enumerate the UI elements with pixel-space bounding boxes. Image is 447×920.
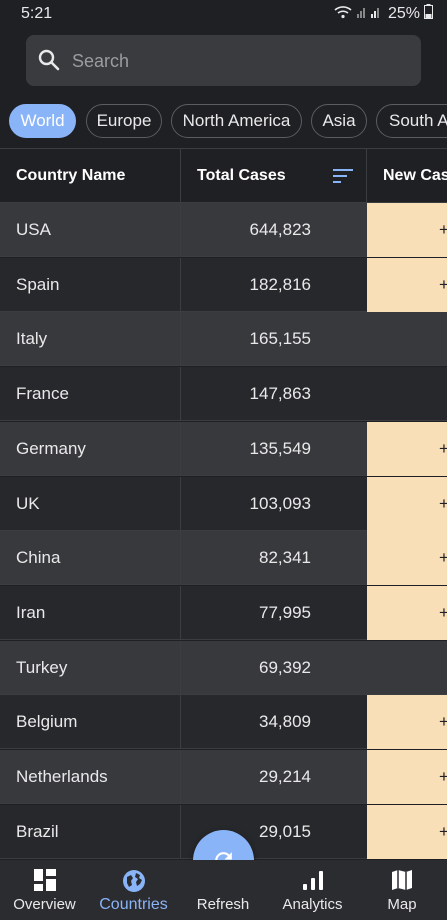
nav-analytics[interactable]: Analytics bbox=[268, 860, 357, 920]
cell-country-name: Brazil bbox=[16, 821, 59, 841]
cell-new-cases bbox=[367, 641, 447, 695]
chip-south-america[interactable]: South A bbox=[376, 104, 447, 138]
cell-country-name: China bbox=[16, 548, 61, 568]
cell-country-name: Netherlands bbox=[16, 767, 108, 786]
new-cases-value: + bbox=[439, 438, 447, 458]
nav-countries[interactable]: Countries bbox=[89, 860, 178, 920]
cell-total-cases: 644,823 bbox=[249, 220, 311, 239]
cell-total-cases: 135,549 bbox=[249, 438, 311, 458]
battery-percent: 25% bbox=[387, 5, 420, 22]
chip-world[interactable]: World bbox=[9, 104, 76, 138]
table-row[interactable]: Turkey 69,392 bbox=[0, 640, 447, 695]
cell-country-name: Belgium bbox=[16, 712, 78, 732]
refresh-icon bbox=[215, 852, 232, 869]
cell-new-cases bbox=[367, 312, 447, 366]
status-time: 5:21 bbox=[21, 5, 53, 22]
nav-label: Analytics bbox=[282, 896, 343, 913]
header-total-cases[interactable]: Total Cases bbox=[197, 167, 286, 184]
nav-overview[interactable]: Overview bbox=[0, 860, 89, 920]
countries-table: Country Name Total Cases New Cas USA 644,… bbox=[0, 148, 447, 860]
cell-country-name: Italy bbox=[16, 329, 48, 349]
cell-country-name: France bbox=[16, 384, 69, 404]
cell-new-cases: +1 bbox=[367, 695, 447, 750]
cell-total-cases: 34,809 bbox=[259, 712, 311, 732]
cell-total-cases: 147,863 bbox=[249, 384, 311, 404]
search-input[interactable] bbox=[70, 45, 404, 77]
table-row[interactable]: Italy 165,155 bbox=[0, 312, 447, 367]
cell-new-cases: + bbox=[367, 750, 447, 804]
header-new-cases[interactable]: New Cas bbox=[383, 167, 447, 184]
cell-new-cases: + bbox=[367, 421, 447, 476]
map-icon bbox=[391, 869, 413, 896]
cell-country-name: USA bbox=[16, 220, 51, 239]
table-row[interactable]: France 147,863 bbox=[0, 367, 447, 422]
nav-label: Overview bbox=[13, 896, 76, 913]
table-row[interactable]: Iran 77,995 +1 bbox=[0, 585, 447, 640]
nav-label: Refresh bbox=[196, 896, 250, 913]
cell-new-cases: +2 bbox=[367, 257, 447, 312]
cell-total-cases: 69,392 bbox=[259, 657, 311, 677]
status-bar: 5:21 25% bbox=[0, 0, 447, 28]
new-cases-value: +2 bbox=[439, 274, 447, 294]
new-cases-value: + bbox=[439, 548, 447, 568]
search-bar[interactable] bbox=[26, 35, 421, 86]
new-cases-value: +4 bbox=[439, 493, 447, 513]
region-filter-chips: World Europe North America Asia South A bbox=[0, 104, 447, 138]
dashboard-icon bbox=[33, 869, 56, 896]
search-icon bbox=[38, 49, 60, 76]
cell-total-cases: 29,214 bbox=[259, 767, 311, 786]
cell-new-cases: +4 bbox=[367, 476, 447, 531]
cell-new-cases: + bbox=[367, 804, 447, 859]
cell-total-cases: 182,816 bbox=[249, 274, 311, 294]
table-row[interactable]: UK 103,093 +4 bbox=[0, 476, 447, 531]
table-row[interactable]: Belgium 34,809 +1 bbox=[0, 695, 447, 750]
new-cases-value: +1 bbox=[439, 712, 447, 732]
bar-chart-icon bbox=[302, 869, 324, 896]
sort-icon[interactable] bbox=[333, 169, 353, 188]
new-cases-value: + bbox=[439, 767, 447, 786]
cell-total-cases: 103,093 bbox=[249, 493, 311, 513]
cell-new-cases: + bbox=[367, 203, 447, 257]
cell-country-name: Iran bbox=[16, 602, 46, 622]
nav-refresh[interactable]: Refresh bbox=[178, 860, 268, 920]
table-row[interactable]: China 82,341 + bbox=[0, 531, 447, 586]
new-cases-value: +1 bbox=[439, 602, 447, 622]
header-country-name[interactable]: Country Name bbox=[16, 167, 126, 184]
cell-country-name: Spain bbox=[16, 274, 60, 294]
table-row[interactable]: Germany 135,549 + bbox=[0, 421, 447, 476]
cell-total-cases: 165,155 bbox=[249, 329, 311, 349]
new-cases-value: + bbox=[439, 821, 447, 841]
table-header: Country Name Total Cases New Cas bbox=[0, 148, 447, 204]
cell-new-cases bbox=[367, 367, 447, 421]
nav-label: Map bbox=[387, 896, 417, 913]
cell-new-cases: + bbox=[367, 531, 447, 586]
nav-label: Countries bbox=[99, 896, 168, 913]
bottom-navigation: Overview Countries Refresh Analytics Map bbox=[0, 860, 447, 920]
chip-europe[interactable]: Europe bbox=[86, 104, 162, 138]
table-row[interactable]: USA 644,823 + bbox=[0, 203, 447, 257]
table-row[interactable]: Netherlands 29,214 + bbox=[0, 750, 447, 804]
chip-asia[interactable]: Asia bbox=[311, 104, 367, 138]
cell-country-name: UK bbox=[16, 493, 40, 513]
nav-map[interactable]: Map bbox=[357, 860, 447, 920]
new-cases-value: + bbox=[439, 220, 447, 239]
cell-total-cases: 29,015 bbox=[259, 821, 311, 841]
signal-icon bbox=[356, 5, 384, 24]
cell-country-name: Germany bbox=[16, 438, 86, 458]
cell-total-cases: 77,995 bbox=[259, 602, 311, 622]
battery-icon bbox=[424, 4, 433, 24]
table-row[interactable]: Spain 182,816 +2 bbox=[0, 257, 447, 312]
cell-country-name: Turkey bbox=[16, 657, 68, 677]
cell-total-cases: 82,341 bbox=[259, 548, 311, 568]
cell-new-cases: +1 bbox=[367, 585, 447, 640]
chip-north-america[interactable]: North America bbox=[171, 104, 302, 138]
globe-icon bbox=[122, 869, 146, 898]
wifi-icon bbox=[334, 5, 352, 24]
